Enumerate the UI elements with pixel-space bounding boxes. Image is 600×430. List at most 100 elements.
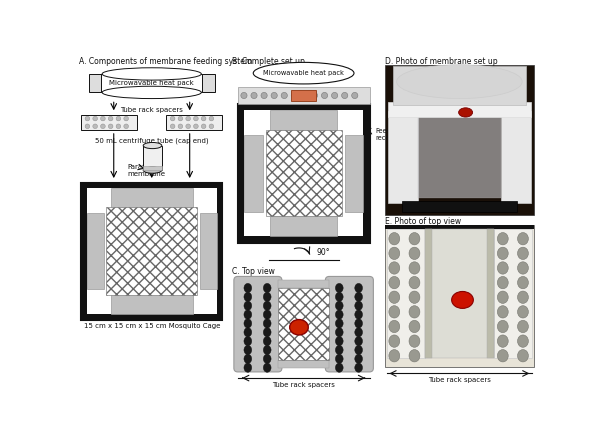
Ellipse shape — [389, 276, 400, 289]
Ellipse shape — [291, 92, 298, 98]
Ellipse shape — [409, 276, 420, 289]
Ellipse shape — [124, 116, 128, 121]
Ellipse shape — [389, 262, 400, 274]
Ellipse shape — [244, 292, 252, 301]
Ellipse shape — [186, 116, 190, 121]
Ellipse shape — [409, 247, 420, 259]
Ellipse shape — [409, 320, 420, 333]
Bar — [266, 130, 341, 216]
Ellipse shape — [335, 301, 343, 310]
Ellipse shape — [263, 363, 271, 372]
Bar — [166, 115, 222, 130]
FancyBboxPatch shape — [234, 276, 282, 372]
Text: Microwavable heat pack: Microwavable heat pack — [263, 70, 344, 76]
Ellipse shape — [389, 306, 400, 318]
Bar — [200, 74, 215, 92]
Bar — [89, 74, 103, 92]
Ellipse shape — [93, 116, 97, 121]
Ellipse shape — [335, 283, 343, 292]
Ellipse shape — [102, 68, 202, 80]
Ellipse shape — [355, 354, 362, 363]
Ellipse shape — [322, 92, 328, 98]
Ellipse shape — [497, 306, 508, 318]
Bar — [385, 225, 534, 230]
Ellipse shape — [518, 291, 529, 304]
Ellipse shape — [355, 301, 362, 310]
Bar — [493, 230, 532, 358]
Text: Microwavable heat pack: Microwavable heat pack — [109, 80, 194, 86]
Ellipse shape — [497, 335, 508, 347]
Ellipse shape — [263, 337, 271, 346]
Bar — [388, 111, 418, 203]
Ellipse shape — [311, 92, 317, 98]
Ellipse shape — [194, 124, 198, 129]
Ellipse shape — [518, 276, 529, 289]
Ellipse shape — [355, 310, 362, 319]
Ellipse shape — [170, 124, 175, 129]
Ellipse shape — [244, 328, 252, 337]
Ellipse shape — [335, 292, 343, 301]
Ellipse shape — [335, 363, 343, 372]
Ellipse shape — [335, 345, 343, 355]
Bar — [110, 294, 193, 314]
Ellipse shape — [355, 283, 362, 292]
Text: B. Complete set up: B. Complete set up — [232, 57, 304, 66]
Ellipse shape — [263, 283, 271, 292]
Ellipse shape — [209, 124, 214, 129]
Bar — [402, 201, 517, 212]
Ellipse shape — [397, 64, 522, 98]
Ellipse shape — [497, 233, 508, 245]
Ellipse shape — [409, 350, 420, 362]
Ellipse shape — [244, 354, 252, 363]
Ellipse shape — [335, 354, 343, 363]
Ellipse shape — [352, 92, 358, 98]
Bar — [344, 135, 364, 212]
Ellipse shape — [244, 319, 252, 328]
Bar — [385, 225, 534, 367]
Bar — [425, 230, 431, 358]
Ellipse shape — [389, 291, 400, 304]
Text: Tube rack spacers: Tube rack spacers — [272, 382, 335, 388]
Text: Tube rack spacers: Tube rack spacers — [120, 107, 183, 113]
Ellipse shape — [518, 247, 529, 259]
Ellipse shape — [202, 124, 206, 129]
Ellipse shape — [101, 124, 105, 129]
Ellipse shape — [93, 124, 97, 129]
Bar — [86, 188, 217, 314]
Bar — [278, 280, 329, 288]
Ellipse shape — [355, 292, 362, 301]
Bar — [106, 207, 197, 295]
Ellipse shape — [244, 363, 252, 372]
Ellipse shape — [389, 320, 400, 333]
Ellipse shape — [518, 335, 529, 347]
Ellipse shape — [194, 116, 198, 121]
Ellipse shape — [458, 108, 473, 117]
Bar — [386, 230, 425, 358]
Ellipse shape — [261, 92, 267, 98]
Ellipse shape — [290, 319, 308, 335]
Ellipse shape — [355, 345, 362, 355]
Ellipse shape — [101, 116, 105, 121]
Bar — [278, 360, 329, 368]
Ellipse shape — [263, 354, 271, 363]
Bar — [393, 66, 526, 105]
Bar — [86, 213, 104, 289]
Ellipse shape — [116, 116, 121, 121]
Ellipse shape — [263, 345, 271, 355]
Ellipse shape — [409, 233, 420, 245]
Ellipse shape — [355, 363, 362, 372]
Ellipse shape — [143, 167, 162, 173]
Ellipse shape — [124, 124, 128, 129]
Ellipse shape — [452, 292, 473, 308]
Bar — [101, 74, 202, 92]
Ellipse shape — [355, 328, 362, 337]
Ellipse shape — [186, 124, 190, 129]
Text: 50 mL centrifuge tube (cap end): 50 mL centrifuge tube (cap end) — [95, 138, 209, 144]
FancyBboxPatch shape — [325, 276, 373, 372]
Ellipse shape — [389, 350, 400, 362]
Bar — [81, 115, 137, 130]
Ellipse shape — [263, 301, 271, 310]
Ellipse shape — [178, 116, 183, 121]
Ellipse shape — [409, 262, 420, 274]
Text: Feeding
receptacle: Feeding receptacle — [376, 128, 411, 141]
